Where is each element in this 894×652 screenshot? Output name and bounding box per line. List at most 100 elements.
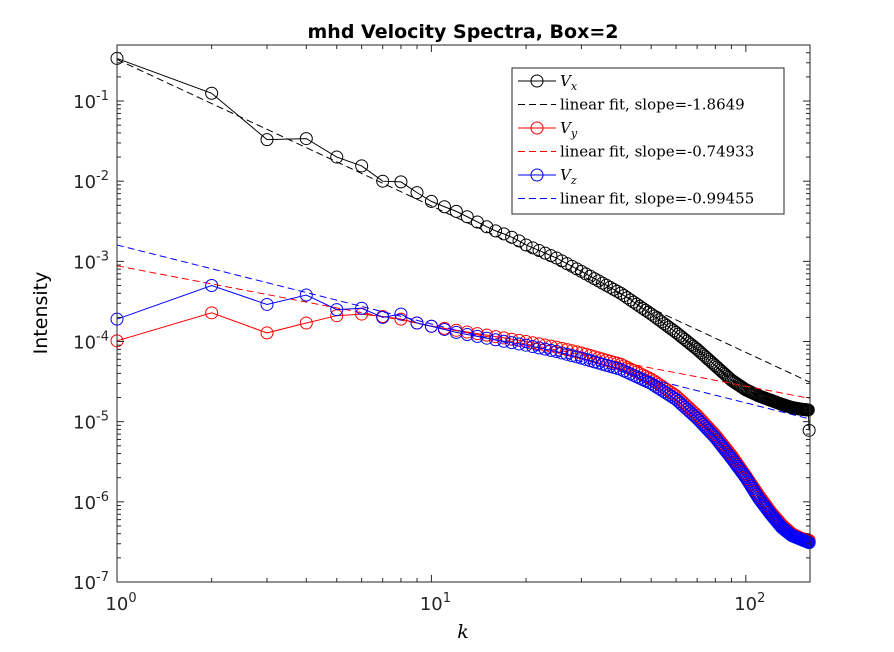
data-point xyxy=(299,288,313,302)
legend-entry: Vy xyxy=(518,119,578,140)
data-point xyxy=(526,241,540,255)
data-point xyxy=(512,333,526,347)
data-point xyxy=(299,316,313,330)
data-point xyxy=(330,150,344,164)
data-point xyxy=(299,132,313,146)
data-point xyxy=(489,333,503,347)
data-point xyxy=(667,324,681,338)
data-point xyxy=(205,278,219,292)
data-point xyxy=(671,327,685,341)
data-point xyxy=(205,306,219,320)
series-1 xyxy=(116,59,811,383)
data-point xyxy=(480,328,494,342)
axes-layer: 100 101 102 10-7 10-6 10-5 10-4 10-3 10-2 10-1 xyxy=(73,44,811,615)
data-point xyxy=(470,329,484,343)
legend-label: linear fit, slope=-0.74933 xyxy=(560,143,754,161)
legend-entry: Vx xyxy=(518,72,578,93)
data-point xyxy=(410,316,424,330)
data-point xyxy=(639,374,653,388)
y-axis-label: Intensity xyxy=(30,272,52,355)
data-point xyxy=(489,330,503,344)
data-point xyxy=(424,194,438,208)
data-point xyxy=(565,349,579,363)
data-point xyxy=(437,200,451,214)
chart-title: mhd Velocity Spectra, Box=2 xyxy=(308,21,619,43)
legend-marker xyxy=(530,74,544,88)
legend-entry: linear fit, slope=-1.8649 xyxy=(518,96,745,114)
legend-label: Vx xyxy=(560,72,578,93)
x-tick-label: 102 xyxy=(734,591,765,615)
data-point xyxy=(599,278,613,292)
data-point xyxy=(376,310,390,324)
legend-label: Vy xyxy=(560,119,578,140)
x-tick-label: 100 xyxy=(105,591,136,615)
data-point xyxy=(669,325,683,339)
data-point xyxy=(394,307,408,321)
fit-line-1 xyxy=(116,59,811,383)
data-point xyxy=(480,220,494,234)
data-point xyxy=(505,332,519,346)
axes-box xyxy=(116,44,811,583)
data-point xyxy=(802,536,816,550)
legend-marker xyxy=(530,121,544,135)
data-point xyxy=(660,318,674,332)
legend-entry: linear fit, slope=-0.74933 xyxy=(518,143,754,161)
data-point xyxy=(205,86,219,100)
data-point xyxy=(437,322,451,336)
fit-line-5 xyxy=(116,244,811,420)
y-tick-label: 10-4 xyxy=(73,330,109,354)
data-point xyxy=(574,351,588,365)
data-point xyxy=(449,325,463,339)
data-point xyxy=(260,297,274,311)
data-point xyxy=(802,423,816,437)
y-tick-label: 10-1 xyxy=(73,89,109,113)
data-point xyxy=(394,312,408,326)
data-point xyxy=(574,346,588,360)
data-point xyxy=(410,186,424,200)
data-point xyxy=(489,224,503,238)
data-point xyxy=(617,289,631,303)
data-point xyxy=(376,174,390,188)
data-point xyxy=(768,513,782,527)
data-point xyxy=(636,373,650,387)
data-point xyxy=(526,340,540,354)
data-point xyxy=(260,133,274,147)
data-point xyxy=(674,329,688,343)
data-point xyxy=(330,303,344,317)
data-point xyxy=(662,320,676,334)
data-point xyxy=(620,291,634,305)
plot-layer xyxy=(110,51,816,550)
data-point xyxy=(614,286,628,300)
data-point xyxy=(519,238,533,252)
series-4 xyxy=(110,278,816,550)
series-5 xyxy=(116,244,811,420)
y-tick-label: 10-7 xyxy=(73,570,109,594)
data-point xyxy=(657,317,671,331)
data-point xyxy=(603,280,617,294)
legend-label: linear fit, slope=-1.8649 xyxy=(560,96,745,114)
y-tick-label: 10-6 xyxy=(73,490,109,514)
legend-entry: linear fit, slope=-0.99455 xyxy=(518,190,754,208)
data-point xyxy=(664,322,678,336)
data-point xyxy=(355,159,369,173)
y-tick-label: 10-2 xyxy=(73,169,109,193)
legend: Vx linear fit, slope=-1.8649 Vy linear fit,… xyxy=(511,67,785,215)
y-tick-label: 10-5 xyxy=(73,410,109,434)
data-point xyxy=(555,346,569,360)
data-point xyxy=(497,227,511,241)
data-point xyxy=(560,347,574,361)
legend-entry: Vz xyxy=(518,166,577,187)
legend-label: Vz xyxy=(560,166,577,187)
data-point xyxy=(610,284,624,298)
legend-label: linear fit, slope=-0.99455 xyxy=(560,190,754,208)
legend-box xyxy=(511,67,785,215)
data-point xyxy=(424,319,438,333)
data-point xyxy=(538,246,552,260)
data-point xyxy=(767,511,781,525)
data-point xyxy=(570,350,584,364)
data-point xyxy=(550,345,564,359)
data-point xyxy=(260,326,274,340)
x-axis-label: k xyxy=(457,621,469,643)
data-point xyxy=(394,175,408,189)
